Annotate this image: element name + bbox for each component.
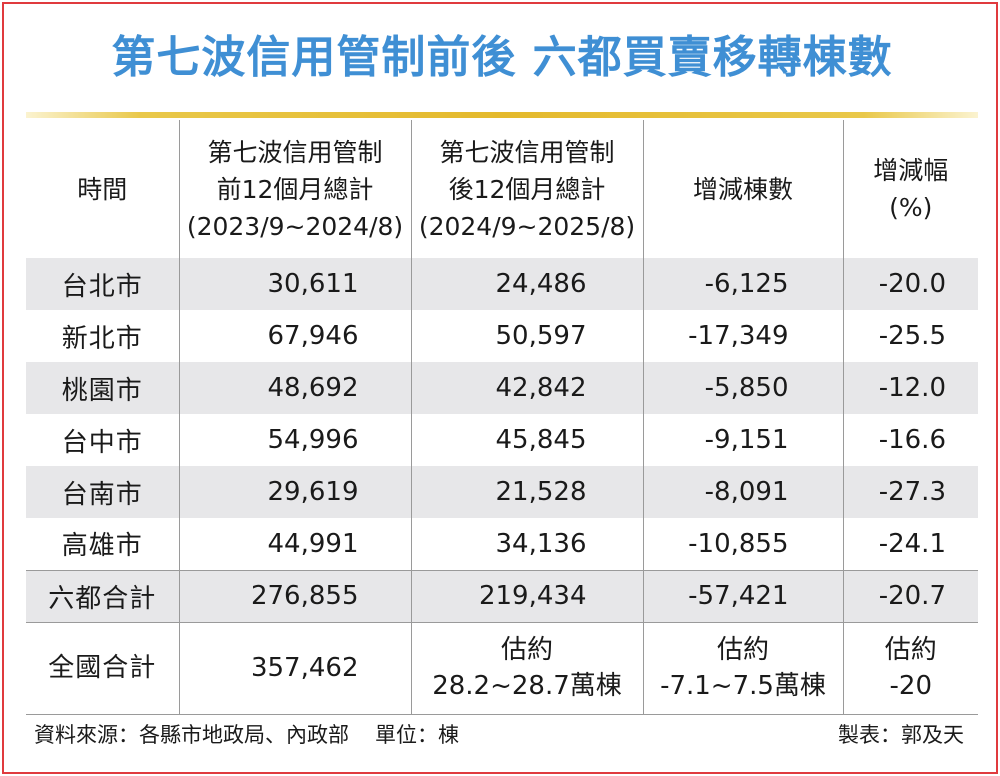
- cell-change: -8,091: [643, 466, 844, 518]
- nation-label: 全國合計: [26, 621, 180, 715]
- cell-change: -10,855: [643, 518, 844, 570]
- cell-region: 桃園市: [26, 362, 180, 414]
- header-after: 第七波信用管制 後12個月總計 (2024/9~2025/8): [411, 120, 644, 258]
- footer-unit: 單位：棟: [375, 723, 459, 747]
- header-after-line1: 第七波信用管制: [439, 137, 615, 167]
- header-before: 第七波信用管制 前12個月總計 (2023/9~2024/8): [179, 120, 412, 258]
- cell-after: 24,486: [411, 258, 644, 310]
- table-row: 桃園市 48,692 42,842 -5,850 -12.0: [26, 362, 978, 414]
- cell-after: 45,845: [411, 414, 644, 466]
- cell-after: 50,597: [411, 310, 644, 362]
- header-before-line2: 前12個月總計: [216, 174, 374, 204]
- footer-credit: 製表：郭及天: [838, 723, 964, 747]
- header-before-line3: (2023/9~2024/8): [186, 211, 404, 241]
- nation-after: 估約 28.2~28.7萬棟: [411, 621, 644, 715]
- cell-after: 42,842: [411, 362, 644, 414]
- cell-region: 台南市: [26, 466, 180, 518]
- nation-change-line2: -7.1~7.5萬棟: [660, 671, 826, 701]
- cell-region: 新北市: [26, 310, 180, 362]
- header-pct-line1: 增減幅: [873, 156, 949, 185]
- header-change: 增減棟數: [643, 120, 844, 258]
- cell-pct: -20.7: [843, 569, 978, 622]
- cell-change: -6,125: [643, 258, 844, 310]
- nation-after-line2: 28.2~28.7萬棟: [432, 671, 622, 701]
- header-period-line1: 時間: [77, 174, 128, 204]
- cell-before: 54,996: [179, 414, 412, 466]
- nation-pct: 估約 -20: [843, 621, 978, 715]
- table-row: 台北市 30,611 24,486 -6,125 -20.0: [26, 258, 978, 310]
- cell-after: 219,434: [411, 569, 644, 622]
- table-row: 高雄市 44,991 34,136 -10,855 -24.1: [26, 518, 978, 570]
- nation-before: 357,462: [179, 621, 412, 715]
- cell-region: 高雄市: [26, 518, 180, 570]
- cell-before: 30,611: [179, 258, 412, 310]
- cell-region: 台中市: [26, 414, 180, 466]
- cell-before: 48,692: [179, 362, 412, 414]
- table-row-nation: 全國合計 357,462 估約 28.2~28.7萬棟 估約 -7.1~7.5萬…: [26, 621, 978, 715]
- chart-title: 第七波信用管制前後 六都買賣移轉棟數: [111, 32, 893, 83]
- cell-region: 台北市: [26, 258, 180, 310]
- cell-change: -5,850: [643, 362, 844, 414]
- title-underline: [26, 112, 978, 118]
- nation-pct-line1: 估約: [884, 635, 937, 665]
- cell-before: 276,855: [179, 569, 412, 622]
- cell-before: 29,619: [179, 466, 412, 518]
- table-row: 台南市 29,619 21,528 -8,091 -27.3: [26, 466, 978, 518]
- table-body: 台北市 30,611 24,486 -6,125 -20.0 新北市 67,946 50,59…: [26, 258, 978, 715]
- nation-after-line1: 估約: [500, 635, 553, 665]
- cell-pct: -25.5: [878, 321, 946, 351]
- header-period: 時間: [26, 120, 180, 258]
- cell-pct: -12.0: [843, 362, 978, 414]
- table-row: 台中市 54,996 45,845 -9,151 -16.6: [26, 414, 978, 466]
- footer-source-block: 資料來源：各縣市地政局、內政部 單位：棟: [34, 718, 459, 752]
- cell-pct: -24.1: [878, 528, 946, 559]
- table-row-six-city-total: 六都合計 276,855 219,434 -57,421 -20.7: [26, 569, 978, 622]
- cell-change: -57,421: [643, 569, 844, 622]
- header-pct: 增減幅 (%): [843, 120, 978, 258]
- table-row: 新北市 67,946 50,597 -17,349 -25.5: [26, 310, 978, 362]
- cell-pct: -27.3: [843, 466, 978, 518]
- header-pct-line2: (%): [889, 193, 933, 222]
- header-change-line1: 增減棟數: [692, 174, 793, 204]
- nation-change: 估約 -7.1~7.5萬棟: [643, 621, 844, 715]
- header-after-line3: (2024/9~2025/8): [418, 211, 636, 241]
- cell-pct: -16.6: [878, 425, 946, 455]
- cell-change: -9,151: [643, 414, 844, 466]
- data-table: 時間 第七波信用管制 前12個月總計 (2023/9~2024/8) 第七波信用…: [26, 120, 978, 715]
- cell-after: 21,528: [411, 466, 644, 518]
- footer-source: 資料來源：各縣市地政局、內政部: [34, 723, 349, 747]
- cell-pct: -20.0: [843, 258, 978, 310]
- cell-before: 67,946: [179, 310, 412, 362]
- nation-pct-line2: -20: [889, 671, 932, 701]
- nation-change-line1: 估約: [716, 635, 769, 665]
- header-row: 時間 第七波信用管制 前12個月總計 (2023/9~2024/8) 第七波信用…: [26, 120, 978, 258]
- cell-change: -17,349: [643, 310, 844, 362]
- cell-region: 六都合計: [26, 569, 180, 622]
- header-after-line2: 後12個月總計: [448, 174, 606, 204]
- header-before-line1: 第七波信用管制: [207, 137, 383, 167]
- cell-before: 44,991: [179, 518, 412, 570]
- cell-after: 34,136: [411, 518, 644, 570]
